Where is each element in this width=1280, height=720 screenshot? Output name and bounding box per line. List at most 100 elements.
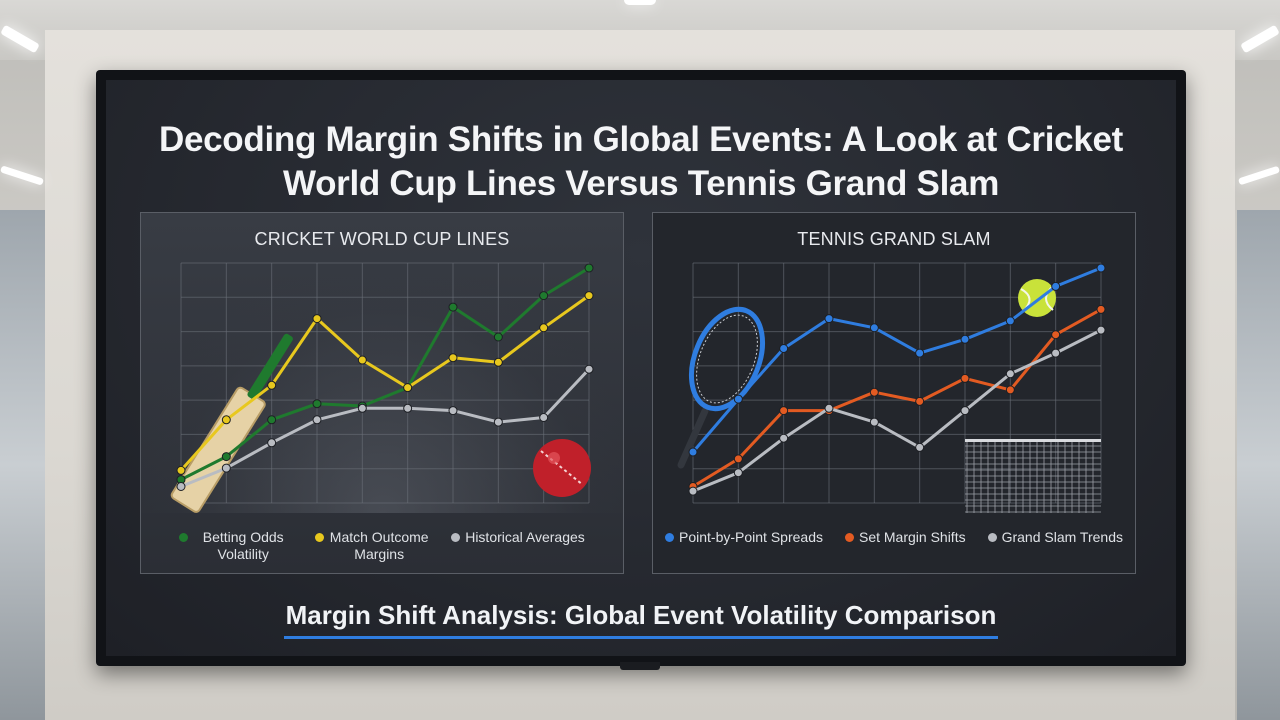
data-point [869,323,879,333]
data-point [312,399,322,409]
data-point [1051,330,1061,340]
data-point [584,291,594,301]
legend-dot-icon [665,533,675,542]
data-point [688,486,698,496]
cricket-line-chart [170,262,594,513]
data-point [267,380,277,390]
cricket-legend-item: Betting Odds Volatility [179,529,293,563]
legend-dot-icon [844,533,854,542]
data-point [584,263,594,273]
data-point [960,406,970,416]
data-point [448,406,458,416]
data-point [584,364,594,374]
data-point [1051,281,1061,291]
data-point [1051,348,1061,358]
data-point [915,348,925,358]
tv-screen: Decoding Margin Shifts in Global Events:… [106,80,1176,656]
data-point [1005,385,1015,395]
subtitle-text: Margin Shift Analysis: Global Event Vola… [283,600,999,639]
data-point [779,433,789,443]
legend-label: Point-by-Point Spreads [679,529,823,545]
data-point [221,452,231,462]
legend-dot-icon [315,533,325,542]
data-point [1096,304,1106,314]
data-point [403,403,413,413]
cricket-chart-title: CRICKET WORLD CUP LINES [254,229,510,249]
cricket-ball-icon [533,439,591,497]
ceiling-light-center [624,0,656,5]
tv-bottom-bezel-tab [620,662,660,670]
series-line-1 [179,266,591,482]
data-point [493,357,503,367]
data-point [1096,325,1106,335]
main-title: Decoding Margin Shifts in Global Events:… [158,120,1124,203]
cricket-legend-item: Historical Averages [451,529,585,563]
tennis-legend-item: Grand Slam Trends [987,529,1123,546]
legend-label: Set Margin Shifts [858,529,966,545]
data-point [267,415,277,425]
data-point [221,415,231,425]
tennis-chart-title: TENNIS GRAND SLAM [797,229,991,249]
data-point [403,383,413,393]
tennis-series [688,263,1106,496]
data-point [733,394,743,404]
data-point [869,387,879,397]
data-point [493,417,503,427]
subtitle: Margin Shift Analysis: Global Event Vola… [106,600,1176,639]
data-point [267,438,277,448]
tennis-racket-icon [677,306,765,469]
series-line-3 [179,367,591,488]
data-point [221,463,231,473]
series-line-3 [691,328,1103,493]
legend-label: Grand Slam Trends [1001,529,1123,545]
legend-dot-icon [179,533,189,542]
data-point [448,353,458,363]
data-point [779,406,789,416]
tennis-legend-item: Set Margin Shifts [844,529,966,546]
window-right [1237,210,1280,720]
data-point [733,468,743,478]
data-point [960,334,970,344]
tennis-line-chart [677,262,1106,513]
cricket-chart-panel: CRICKET WORLD CUP LINES Betti [140,212,625,574]
data-point [539,291,549,301]
legend-label: Match Outcome Margins [329,529,429,562]
legend-label: Betting Odds Volatility [202,529,284,562]
data-point [312,314,322,324]
data-point [1005,316,1015,326]
tennis-legend: Point-by-Point Spreads Set Margin Shifts… [653,529,1135,546]
tennis-net-icon [965,439,1101,513]
data-point [1005,369,1015,379]
wall-light-right [1237,165,1280,186]
data-point [539,413,549,422]
cricket-series [176,263,594,491]
data-point [176,482,186,491]
tv-display: Decoding Margin Shifts in Global Events:… [96,70,1186,666]
cricket-legend-item: Match Outcome Margins [315,529,429,563]
data-point [779,344,789,353]
data-point [539,323,549,333]
data-point [869,417,879,427]
data-point [960,373,970,383]
tennis-legend-item: Point-by-Point Spreads [665,529,823,546]
legend-label: Historical Averages [465,529,585,545]
data-point [688,447,698,457]
data-point [1096,263,1106,273]
cricket-legend: Betting Odds Volatility Match Outcome Ma… [141,529,623,563]
data-point [733,454,743,464]
tennis-chart-panel: TENNIS GRAND SLAM [652,212,1136,574]
data-point [357,355,367,365]
wall-light-left [0,165,45,186]
legend-dot-icon [451,533,461,542]
window-left [0,210,45,720]
data-point [824,314,834,324]
cricket-grid [180,262,590,504]
series-line-1 [691,266,1103,454]
series-line-2 [179,294,591,472]
data-point [176,465,186,475]
legend-dot-icon [987,533,997,542]
data-point [312,415,322,425]
data-point [915,442,925,452]
data-point [824,403,834,413]
data-point [448,302,458,312]
